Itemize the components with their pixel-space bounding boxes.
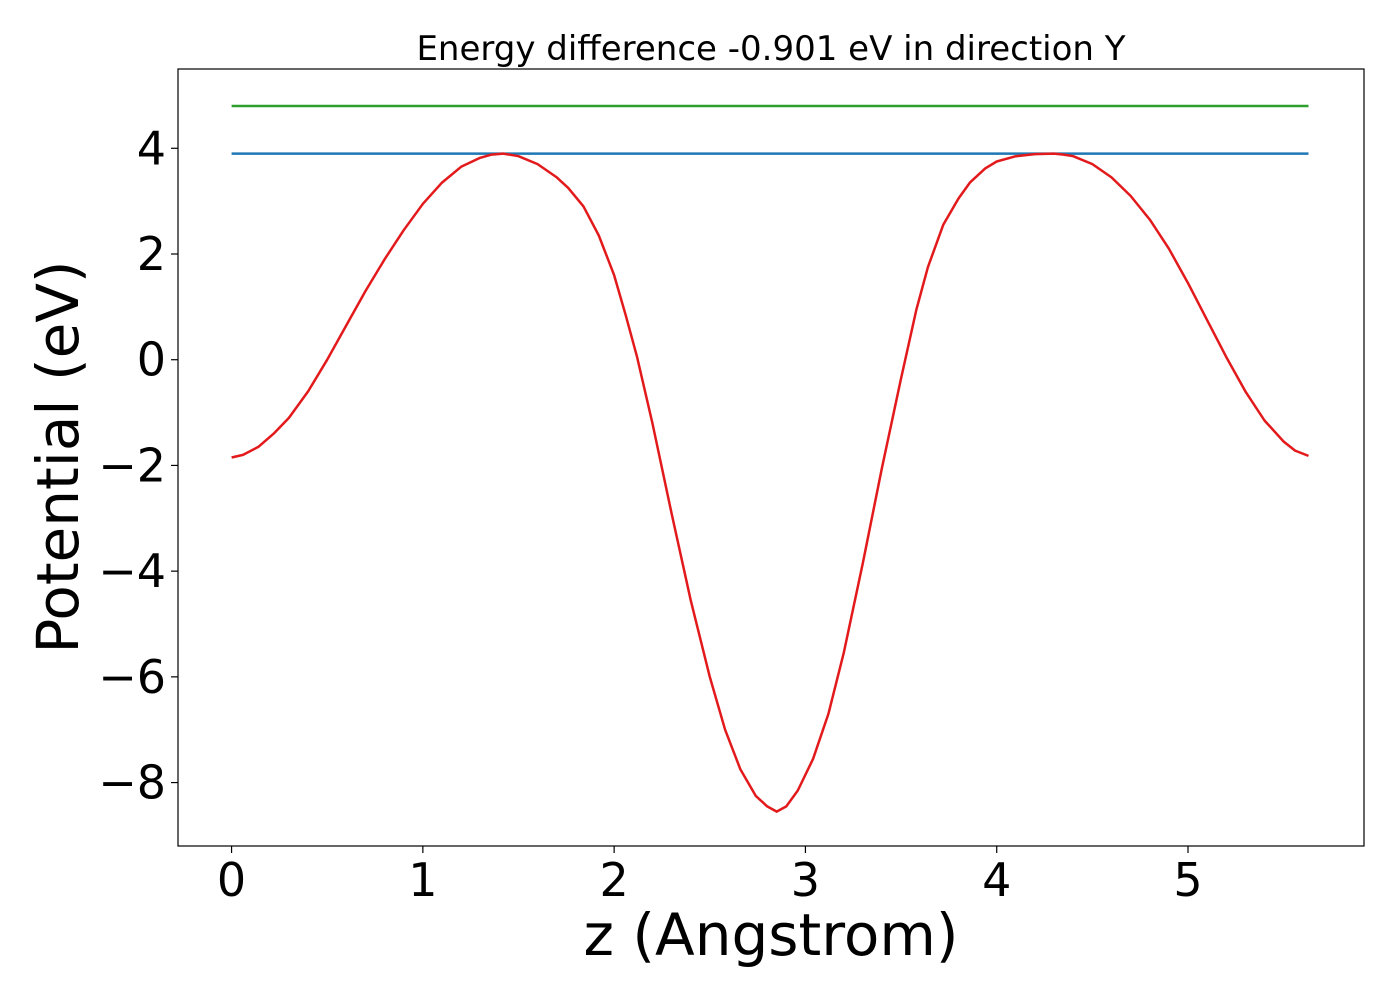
y-tick-label: −2: [98, 438, 166, 492]
y-tick-label: −6: [98, 650, 166, 704]
y-tick-label: −4: [98, 544, 166, 598]
x-tick-label: 4: [982, 853, 1011, 907]
y-axis-label: Potential (eV): [24, 260, 92, 653]
chart-title: Energy difference -0.901 eV in direction…: [416, 29, 1125, 69]
y-tick-label: −8: [98, 756, 166, 810]
x-tick-label: 1: [408, 853, 437, 907]
x-tick-label: 2: [600, 853, 629, 907]
y-tick-label: 0: [137, 333, 166, 387]
x-tick-label: 5: [1173, 853, 1202, 907]
y-tick-label: 4: [137, 121, 166, 175]
x-axis-label: z (Angstrom): [584, 901, 959, 969]
axes-frame: [177, 68, 1365, 847]
plot-area: [231, 104, 1309, 813]
x-tick-label: 3: [791, 853, 820, 907]
y-tick-label: 2: [137, 227, 166, 281]
series-line-2: [231, 152, 1309, 813]
x-tick-label: 0: [217, 853, 246, 907]
axis-ticks: 0 1 2 3 4 5 −8 −6 −4 −2 0 2 4: [98, 121, 1202, 907]
